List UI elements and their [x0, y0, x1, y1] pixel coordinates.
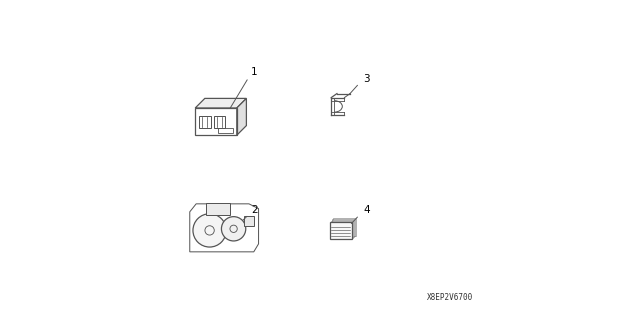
Polygon shape [195, 99, 246, 108]
Polygon shape [237, 99, 246, 135]
Text: 4: 4 [364, 205, 370, 215]
Circle shape [193, 214, 227, 247]
Polygon shape [333, 219, 355, 236]
Polygon shape [333, 218, 356, 236]
Text: 3: 3 [364, 74, 370, 84]
Polygon shape [330, 221, 353, 238]
Text: X8EP2V6700: X8EP2V6700 [428, 293, 474, 302]
Polygon shape [330, 222, 352, 239]
Circle shape [221, 217, 246, 241]
Polygon shape [206, 203, 230, 215]
Text: 2: 2 [251, 205, 258, 215]
Polygon shape [332, 220, 354, 237]
Text: 1: 1 [251, 67, 258, 77]
Polygon shape [244, 216, 253, 226]
